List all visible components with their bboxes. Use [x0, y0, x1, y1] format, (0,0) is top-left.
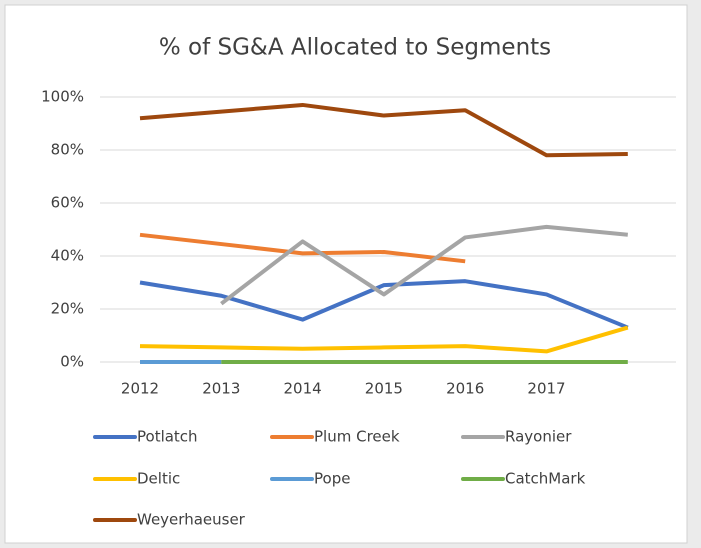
line-series [139, 232, 466, 264]
line-series [220, 224, 628, 306]
y-tick-label: 40% [51, 247, 84, 265]
line-series [139, 279, 629, 330]
legend-label: Rayonier [505, 428, 572, 446]
chart-title: % of SG&A Allocated to Segments [159, 35, 551, 61]
legend-label: CatchMark [505, 470, 586, 488]
line-series [139, 325, 629, 354]
y-tick-label: 80% [51, 141, 84, 159]
legend-label: Deltic [137, 470, 180, 488]
x-tick-label: 2012 [121, 380, 159, 398]
x-tick-label: 2017 [527, 380, 565, 398]
x-tick-label: 2014 [284, 380, 322, 398]
legend-label: Potlatch [137, 428, 198, 446]
y-tick-label: 100% [41, 88, 84, 106]
y-tick-label: 20% [51, 300, 84, 318]
chart-area [4, 4, 688, 544]
line-series [139, 102, 628, 158]
y-tick-label: 0% [60, 353, 84, 371]
x-tick-label: 2016 [446, 380, 484, 398]
x-tick-label: 2015 [365, 380, 403, 398]
y-tick-label: 60% [51, 194, 84, 212]
legend-label: Pope [314, 470, 350, 488]
legend-label: Weyerhaeuser [137, 511, 246, 529]
legend-label: Plum Creek [314, 428, 400, 446]
x-tick-label: 2013 [202, 380, 240, 398]
